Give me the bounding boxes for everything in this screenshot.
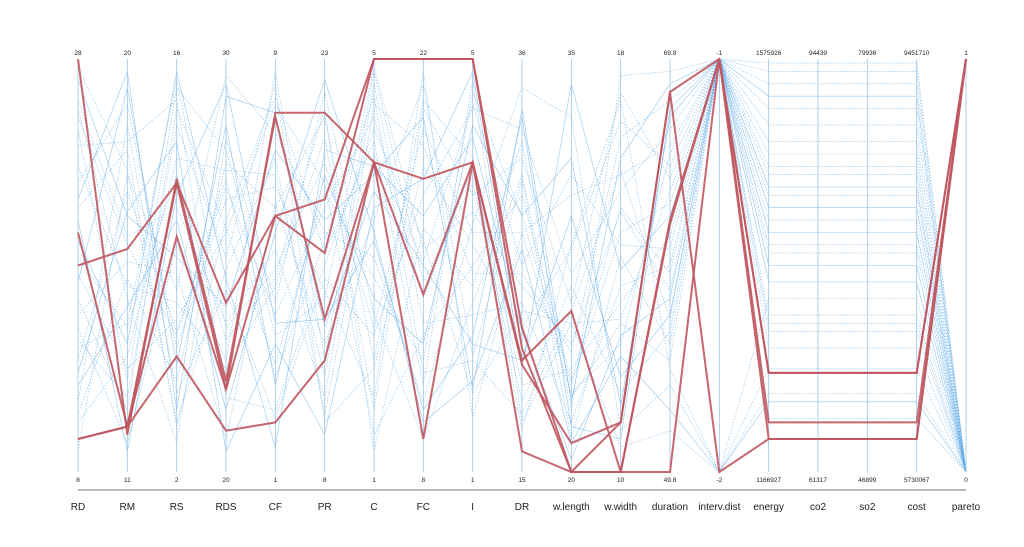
axis-max-label-rd: 28 bbox=[74, 50, 82, 57]
axis-min-label-pr: 8 bbox=[323, 477, 327, 484]
axis-min-label-rds: 20 bbox=[222, 477, 230, 484]
axis-name-rds: RDS bbox=[215, 502, 236, 513]
axis-name-co2: co2 bbox=[810, 502, 827, 513]
axis-max-label-fc: 22 bbox=[420, 50, 428, 57]
axis-max-label-duration: 69.8 bbox=[664, 50, 677, 57]
axis-max-label-co2: 94439 bbox=[809, 50, 827, 57]
axis-name-energy: energy bbox=[753, 502, 784, 513]
axis-name-rd: RD bbox=[71, 502, 85, 513]
axis-min-label-rm: 11 bbox=[124, 477, 131, 484]
axis-min-label-cf: 1 bbox=[274, 477, 278, 484]
axis-name-so2: so2 bbox=[859, 502, 876, 513]
axis-max-label-rs: 16 bbox=[173, 50, 181, 57]
axis-min-label-w-width: 10 bbox=[617, 477, 625, 484]
axis-name-i: I bbox=[471, 502, 474, 513]
axis-name-rm: RM bbox=[120, 502, 136, 513]
pareto-line bbox=[77, 58, 967, 474]
axis-max-label-cf: 9 bbox=[274, 50, 278, 57]
pareto-lines bbox=[77, 57, 967, 474]
axis-min-label-dr: 15 bbox=[518, 477, 526, 484]
pareto-line bbox=[77, 58, 967, 473]
axis-name-pareto: pareto bbox=[952, 502, 981, 513]
axis-min-label-fc: 8 bbox=[422, 477, 426, 484]
axis-min-label-co2: 61317 bbox=[809, 477, 827, 484]
axis-min-label-cost: 5730067 bbox=[904, 477, 930, 484]
axis-min-label-i: 1 bbox=[471, 477, 475, 484]
axis-min-label-rs: 2 bbox=[175, 477, 179, 484]
axis-name-duration: duration bbox=[652, 502, 688, 513]
axis-name-cost: cost bbox=[907, 502, 926, 513]
axis-name-w-width: w.width bbox=[603, 502, 637, 513]
axis-name-dr: DR bbox=[515, 502, 529, 513]
axis-min-label-pareto: 0 bbox=[964, 477, 968, 484]
axis-max-label-cost: 9451710 bbox=[904, 50, 930, 57]
axis-name-fc: FC bbox=[417, 502, 430, 513]
axis-max-label-rm: 20 bbox=[124, 50, 132, 57]
axis-max-label-rds: 30 bbox=[222, 50, 230, 57]
axis-max-label-pareto: 1 bbox=[964, 50, 968, 57]
axis-min-label-energy: 1166927 bbox=[756, 477, 781, 484]
axis-labels: 288RD2011RM162RS3020RDS91CF238PR51C228FC… bbox=[71, 50, 981, 513]
axis-max-label-pr: 23 bbox=[321, 50, 329, 57]
axis-max-label-so2: 79936 bbox=[858, 50, 876, 57]
axis-min-label-interv-dist: -2 bbox=[716, 477, 722, 484]
axis-name-rs: RS bbox=[170, 502, 184, 513]
axis-name-cf: CF bbox=[269, 502, 282, 513]
axis-min-label-duration: 49.8 bbox=[664, 477, 677, 484]
axis-min-label-c: 1 bbox=[372, 477, 376, 484]
axis-max-label-w-width: 18 bbox=[617, 50, 625, 57]
axis-name-pr: PR bbox=[318, 502, 332, 513]
axis-name-c: C bbox=[370, 502, 377, 513]
axis-max-label-i: 5 bbox=[471, 50, 475, 57]
axis-min-label-so2: 46899 bbox=[858, 477, 876, 484]
axis-max-label-dr: 36 bbox=[518, 50, 526, 57]
axis-max-label-c: 5 bbox=[372, 50, 376, 57]
axis-max-label-w-length: 35 bbox=[568, 50, 576, 57]
axis-max-label-interv-dist: -1 bbox=[716, 50, 722, 57]
axis-min-label-rd: 8 bbox=[76, 477, 80, 484]
axis-name-w-length: w.length bbox=[552, 502, 590, 513]
axis-max-label-energy: 1575926 bbox=[756, 50, 782, 57]
axis-min-label-w-length: 20 bbox=[568, 477, 576, 484]
axis-name-interv-dist: interv.dist bbox=[698, 502, 740, 513]
